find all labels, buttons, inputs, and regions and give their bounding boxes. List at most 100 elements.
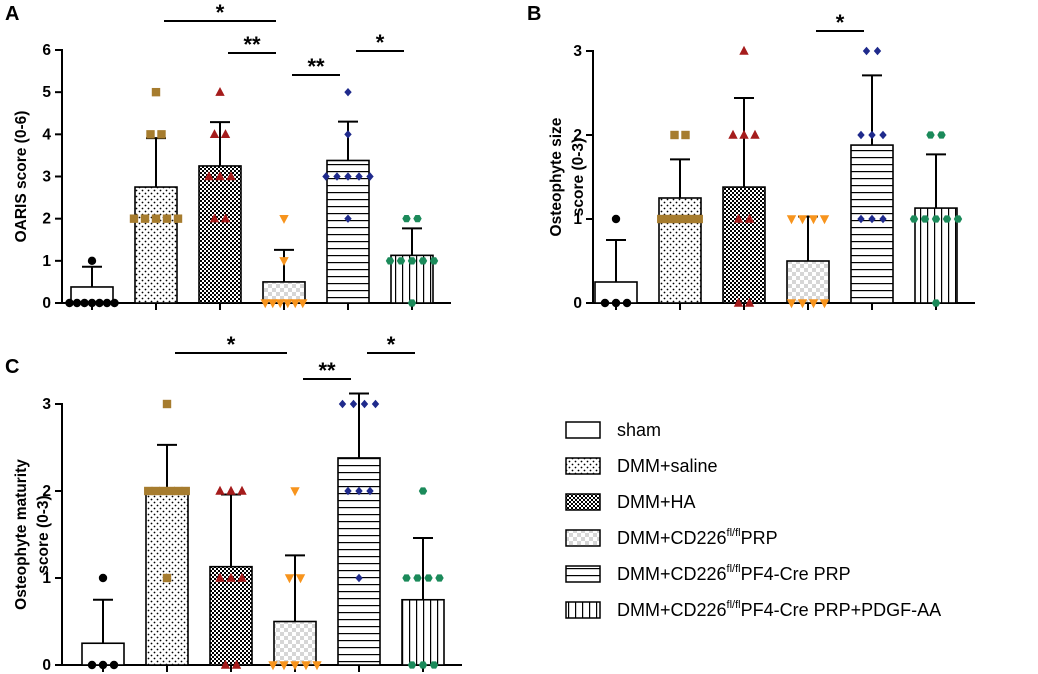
panel-a-point-pdgf-3 [396,257,406,265]
panel-a-point-pf4cre-5 [355,172,363,181]
panel-a-letter: A [5,3,19,25]
panel-a-point-prp-8 [279,214,289,224]
panel-c-point-prp-3 [290,661,300,671]
panel-c-point-pf4cre-1 [355,573,363,583]
panel-a-point-saline-7 [157,130,166,139]
panel-a-ytick-label-1: 1 [42,253,51,270]
panel-c-point-ha-2 [231,659,242,669]
panel-b-point-saline-2 [664,214,673,224]
panel-a-point-sham-1 [65,298,74,308]
panel-b-point-pdgf-5 [942,215,952,223]
panel-a-point-prp-6 [298,299,308,309]
panel-c-point-pdgf-5 [413,574,422,582]
panel-a-point-sham-7 [102,298,112,308]
panel-a-point-pdgf-6 [429,257,439,265]
panel-c-point-saline-6 [174,486,183,496]
panel-b-point-pdgf-6 [953,215,963,223]
panel-c-point-pf4cre-6 [349,399,358,409]
panel-a-point-pf4cre-7 [344,130,352,139]
panel-c-bar-pdgf [401,598,445,666]
panel-c-ylabel-line-1: Osteophyte maturity [13,459,30,610]
panel-b-point-sham-2 [611,298,621,308]
panel-b-bar-pdgf [914,207,958,304]
panel-c-ytick-label-3: 3 [42,396,51,413]
panel-b-point-pdgf-3 [920,215,930,223]
panel-c-point-saline-3 [151,486,160,496]
panel-c-bar-prp [273,620,317,666]
legend-swatch-ha [565,493,601,511]
legend-label-pf4cre: DMM+CD226fl/flPF4-Cre PRP [617,563,851,584]
panel-b-point-pf4cre-5 [868,130,876,140]
panel-a-point-ha-6 [209,129,220,139]
panel-c-point-ha-7 [226,485,236,495]
panel-b-point-sham-1 [600,298,610,308]
panel-b-ytick-label-0: 0 [573,295,582,312]
panel-b-point-ha-3 [733,213,744,223]
panel-a-point-sham-8 [110,298,119,308]
panel-a-bar-prp [262,281,306,304]
legend-item-sham: sham [565,412,1035,448]
panel-b-point-pf4cre-2 [868,214,876,224]
panel-c-point-prp-7 [295,574,306,584]
panel-b-ylabel-line-1: Osteophyte size [548,117,565,236]
panel-b-point-prp-1 [786,299,797,309]
panel-b-point-saline-8 [681,130,690,140]
panel-a-sig-label-3: ** [307,54,325,79]
panel-c-point-pf4cre-4 [366,486,374,496]
panel-c-point-prp-8 [290,487,300,497]
panel-c-point-saline-7 [181,486,190,496]
panel-a-point-pf4cre-2 [322,172,330,181]
panel-a-point-prp-5 [290,299,300,309]
legend-label-sham: sham [617,419,662,440]
panel-c-point-ha-5 [237,572,247,582]
panel-c-point-prp-2 [279,661,289,671]
panel-b: B Osteophyte size score (0-3) 0 1 2 3 * [527,3,975,312]
panel-b-ytick-label-1: 1 [573,211,582,228]
panel-a-point-ha-3 [204,171,214,181]
panel-a-point-saline-6 [146,130,155,139]
panel-a-point-pdgf-5 [418,257,428,265]
panel-b-point-prp-5 [786,215,797,225]
panel-b-point-saline-5 [687,214,696,224]
panel-b-point-pdgf-2 [909,215,919,223]
legend-item-prp: DMM+CD226fl/flPRP [565,520,1035,556]
panel-b-point-prp-6 [797,215,808,225]
legend-item-pf4cre: DMM+CD226fl/flPF4-Cre PRP [565,556,1035,592]
panel-a-point-pf4cre-3 [333,172,341,181]
legend-swatch-pdgf [565,601,601,619]
panel-c-point-ha-1 [220,659,231,669]
panel-c-bar-ha [209,565,253,666]
panel-b-point-saline-7 [670,130,679,140]
panel-c-point-sham-2 [98,660,108,670]
panel-c-sig-label-2: ** [318,358,336,383]
panel-a-point-prp-4 [283,299,293,309]
panel-a-ytick-label-4: 4 [42,126,51,143]
panel-a-point-pdgf-1 [407,299,417,307]
panel-c-ylabel-line-2: score (0-3) [35,495,52,573]
panel-a-point-pdgf-2 [385,257,395,265]
panel-b-point-prp-2 [797,299,808,309]
panel-c-letter: C [5,356,19,378]
panel-c-point-ha-8 [237,485,247,495]
panel-c-point-ha-4 [226,572,236,582]
panel-a-point-ha-7 [220,129,231,139]
panel-c-point-pdgf-1 [407,661,417,669]
legend-label-prp: DMM+CD226fl/flPRP [617,527,778,548]
panel-b-point-ha-4 [744,213,755,223]
legend-label-saline: DMM+saline [617,455,718,476]
panel-c-ytick-label-1: 1 [42,570,51,587]
panel-b-bar-prp [786,260,830,304]
panel-b-point-saline-3 [672,214,681,224]
panel-c-sig-label-1: * [227,332,236,357]
panel-a-point-saline-2 [140,214,150,223]
panel-b-bar-pf4cre [850,144,894,304]
panel-c-point-pf4cre-8 [371,399,380,409]
panel-a-point-pdgf-4 [407,257,417,265]
legend-item-pdgf: DMM+CD226fl/flPF4-Cre PRP+PDGF-AA [565,592,1035,628]
panel-b-point-prp-3 [808,299,819,309]
panel-b-point-pdgf-7 [926,131,935,139]
panel-b-bar-saline [658,197,702,304]
